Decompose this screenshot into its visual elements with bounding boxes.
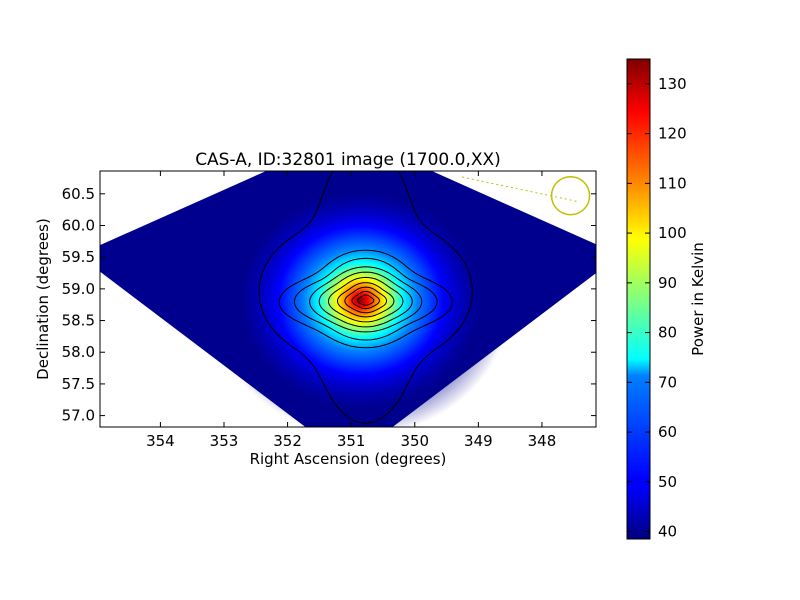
x-tick-label: 352 bbox=[273, 432, 302, 450]
contour-level bbox=[309, 266, 423, 333]
heatmap-area bbox=[100, 171, 596, 427]
colorbar-tick-label: 80 bbox=[658, 324, 677, 342]
y-tick-label: 60.0 bbox=[62, 216, 95, 234]
x-tick-label: 348 bbox=[528, 432, 557, 450]
y-axis: 57.0 57.5 58.0 58.5 59.0 59.5 60.0 60.5 bbox=[62, 185, 596, 425]
annotation-circle bbox=[550, 175, 591, 216]
contour-level bbox=[344, 286, 387, 314]
y-tick-label: 57.0 bbox=[62, 407, 95, 425]
contour-level bbox=[337, 282, 395, 318]
colorbar-tick-label: 100 bbox=[658, 224, 687, 242]
x-axis-label: Right Ascension (degrees) bbox=[250, 450, 447, 468]
x-tick-label: 350 bbox=[400, 432, 429, 450]
y-tick-label: 58.0 bbox=[62, 343, 95, 361]
colorbar-tick-label: 90 bbox=[658, 274, 677, 292]
y-tick-label: 58.5 bbox=[62, 312, 95, 330]
colorbar-ticks: 40 50 60 70 80 90 100 110 120 130 bbox=[627, 75, 687, 541]
colorbar-label: Power in Kelvin bbox=[689, 242, 707, 356]
contour-level bbox=[351, 291, 380, 310]
y-tick-label: 57.5 bbox=[62, 375, 95, 393]
colorbar-tick-label: 130 bbox=[658, 75, 687, 93]
x-tick-label: 349 bbox=[464, 432, 493, 450]
colorbar-scale bbox=[626, 58, 651, 540]
contour-level bbox=[293, 257, 438, 341]
colorbar-tick-label: 50 bbox=[658, 473, 677, 491]
contour-level bbox=[258, 171, 473, 424]
annotation bbox=[461, 175, 591, 216]
y-tick-label: 59.0 bbox=[62, 280, 95, 298]
colorbar-tick-label: 120 bbox=[658, 125, 687, 143]
x-tick-label: 354 bbox=[146, 432, 175, 450]
contour-level bbox=[278, 249, 453, 349]
colorbar-tick-label: 70 bbox=[658, 373, 677, 391]
y-axis-label: Declination (degrees) bbox=[34, 218, 52, 380]
chart-title: CAS-A, ID:32801 image (1700.0,XX) bbox=[195, 150, 501, 170]
colorbar-tick-label: 110 bbox=[658, 174, 687, 192]
colorbar-tick-label: 60 bbox=[658, 423, 677, 441]
contour-level bbox=[357, 294, 375, 306]
x-tick-label: 353 bbox=[210, 432, 239, 450]
source-emission bbox=[210, 171, 511, 427]
contour-level bbox=[318, 271, 413, 328]
y-tick-label: 59.5 bbox=[62, 248, 95, 266]
x-tick-label: 351 bbox=[337, 432, 366, 450]
contour-lines bbox=[258, 171, 473, 424]
x-axis: 354 353 352 351 350 349 348 bbox=[146, 171, 556, 450]
plot-frame bbox=[99, 170, 597, 428]
colorbar: 40 50 60 70 80 90 100 110 120 130 Power in Kelvin bbox=[626, 58, 707, 541]
y-tick-label: 60.5 bbox=[62, 185, 95, 203]
colorbar-tick-label: 40 bbox=[658, 523, 677, 541]
contour-level bbox=[328, 276, 404, 323]
